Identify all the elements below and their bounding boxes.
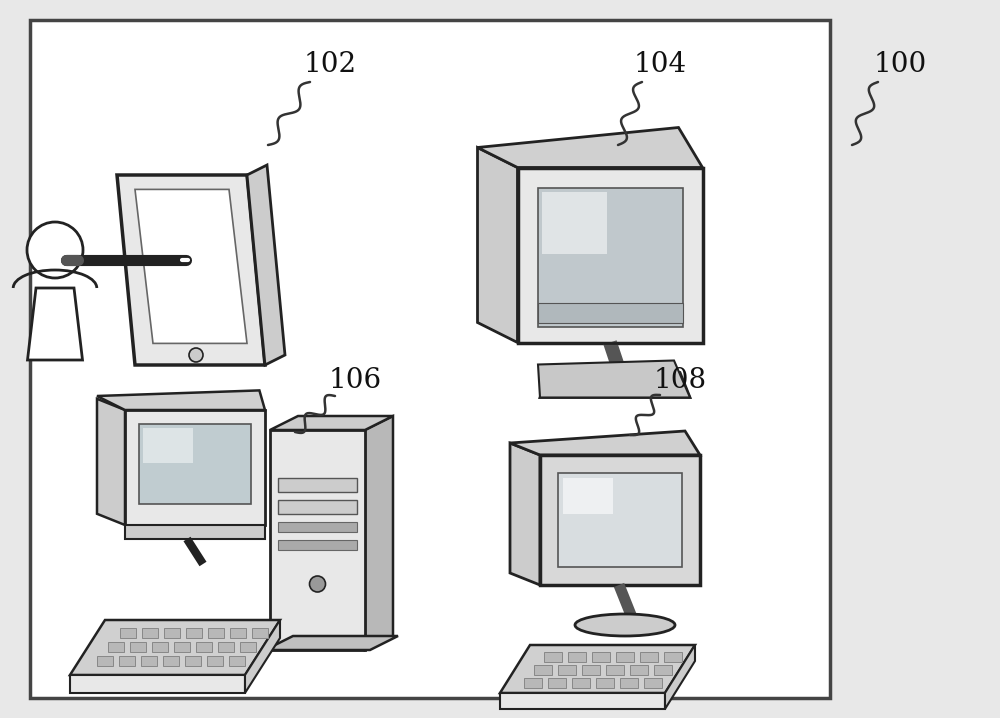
- Polygon shape: [538, 360, 690, 398]
- FancyBboxPatch shape: [229, 656, 245, 666]
- FancyBboxPatch shape: [664, 652, 682, 662]
- FancyBboxPatch shape: [240, 642, 256, 652]
- Polygon shape: [135, 190, 247, 343]
- Polygon shape: [117, 175, 265, 365]
- FancyBboxPatch shape: [174, 642, 190, 652]
- FancyBboxPatch shape: [152, 642, 168, 652]
- FancyBboxPatch shape: [119, 656, 135, 666]
- Polygon shape: [558, 473, 682, 567]
- FancyBboxPatch shape: [620, 678, 638, 688]
- FancyBboxPatch shape: [278, 540, 357, 550]
- Polygon shape: [139, 424, 251, 504]
- FancyBboxPatch shape: [548, 678, 566, 688]
- FancyBboxPatch shape: [558, 665, 576, 675]
- FancyBboxPatch shape: [208, 628, 224, 638]
- FancyBboxPatch shape: [606, 665, 624, 675]
- FancyBboxPatch shape: [278, 500, 357, 514]
- Polygon shape: [247, 165, 285, 365]
- FancyBboxPatch shape: [130, 642, 146, 652]
- Polygon shape: [540, 455, 700, 585]
- Polygon shape: [70, 675, 245, 693]
- FancyBboxPatch shape: [207, 656, 223, 666]
- FancyBboxPatch shape: [616, 652, 634, 662]
- Polygon shape: [478, 128, 702, 167]
- FancyBboxPatch shape: [640, 652, 658, 662]
- Polygon shape: [70, 620, 280, 675]
- Polygon shape: [500, 693, 665, 709]
- FancyBboxPatch shape: [120, 628, 136, 638]
- Polygon shape: [97, 391, 265, 410]
- Polygon shape: [28, 288, 82, 360]
- FancyBboxPatch shape: [534, 665, 552, 675]
- Polygon shape: [518, 167, 702, 342]
- Polygon shape: [538, 187, 682, 327]
- FancyBboxPatch shape: [108, 642, 124, 652]
- Ellipse shape: [575, 614, 675, 636]
- Text: 102: 102: [303, 52, 357, 78]
- Circle shape: [189, 348, 203, 362]
- FancyBboxPatch shape: [524, 678, 542, 688]
- Polygon shape: [563, 478, 613, 513]
- Polygon shape: [125, 525, 265, 539]
- Polygon shape: [540, 373, 690, 398]
- Polygon shape: [510, 443, 540, 585]
- FancyBboxPatch shape: [185, 656, 201, 666]
- FancyBboxPatch shape: [252, 628, 268, 638]
- FancyBboxPatch shape: [630, 665, 648, 675]
- Text: 106: 106: [328, 366, 382, 393]
- FancyBboxPatch shape: [142, 628, 158, 638]
- Polygon shape: [365, 416, 393, 650]
- Polygon shape: [665, 645, 695, 709]
- Polygon shape: [97, 398, 125, 525]
- Text: 108: 108: [653, 366, 707, 393]
- FancyBboxPatch shape: [582, 665, 600, 675]
- Text: 104: 104: [633, 52, 687, 78]
- Polygon shape: [500, 645, 695, 693]
- FancyBboxPatch shape: [278, 523, 357, 533]
- FancyBboxPatch shape: [596, 678, 614, 688]
- FancyBboxPatch shape: [568, 652, 586, 662]
- Polygon shape: [245, 620, 280, 693]
- Circle shape: [310, 576, 326, 592]
- Polygon shape: [478, 147, 518, 342]
- Polygon shape: [270, 416, 393, 430]
- Polygon shape: [538, 302, 682, 322]
- FancyBboxPatch shape: [644, 678, 662, 688]
- FancyBboxPatch shape: [196, 642, 212, 652]
- Text: 100: 100: [873, 52, 927, 78]
- Polygon shape: [265, 636, 398, 650]
- FancyBboxPatch shape: [141, 656, 157, 666]
- FancyBboxPatch shape: [163, 656, 179, 666]
- FancyBboxPatch shape: [592, 652, 610, 662]
- Polygon shape: [143, 428, 193, 463]
- FancyBboxPatch shape: [30, 20, 830, 698]
- Polygon shape: [542, 192, 607, 253]
- FancyBboxPatch shape: [164, 628, 180, 638]
- FancyBboxPatch shape: [654, 665, 672, 675]
- FancyBboxPatch shape: [218, 642, 234, 652]
- Circle shape: [27, 222, 83, 278]
- Polygon shape: [125, 410, 265, 525]
- FancyBboxPatch shape: [186, 628, 202, 638]
- FancyBboxPatch shape: [572, 678, 590, 688]
- Polygon shape: [270, 430, 365, 650]
- FancyBboxPatch shape: [278, 478, 357, 493]
- Polygon shape: [510, 431, 700, 455]
- FancyBboxPatch shape: [544, 652, 562, 662]
- FancyBboxPatch shape: [97, 656, 113, 666]
- FancyBboxPatch shape: [230, 628, 246, 638]
